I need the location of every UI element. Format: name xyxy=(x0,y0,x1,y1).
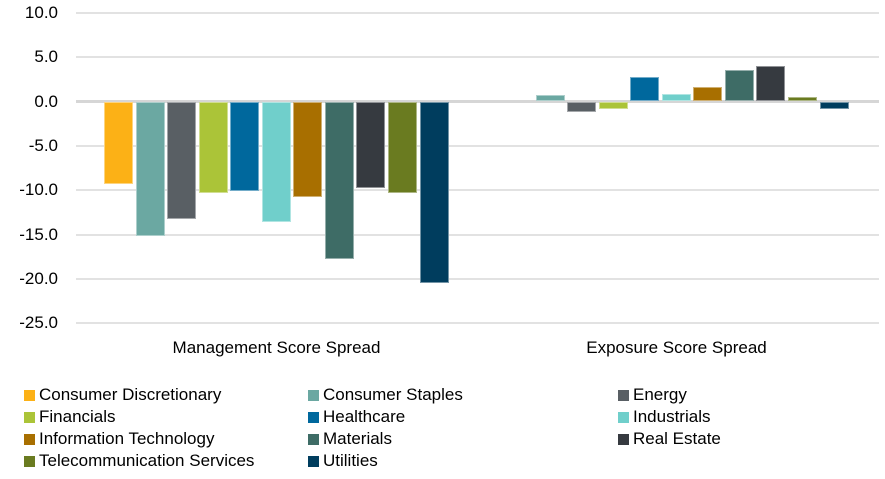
legend-item-financials: Financials xyxy=(24,407,308,427)
gridline xyxy=(76,144,879,147)
bar-healthcare xyxy=(630,76,660,102)
y-tick-label: -5.0 xyxy=(28,135,58,155)
legend-item-telecommunication-services: Telecommunication Services xyxy=(24,451,308,471)
category-label: Exposure Score Spread xyxy=(586,338,767,357)
legend-marker xyxy=(308,389,319,401)
legend-label: Industrials xyxy=(633,407,711,426)
y-tick-label: 10.0 xyxy=(24,2,58,22)
legend-item-utilities: Utilities xyxy=(308,451,618,471)
bar-financials xyxy=(198,101,228,193)
bar-industrials xyxy=(661,94,691,102)
legend-marker xyxy=(308,455,319,467)
y-tick-label: -20.0 xyxy=(19,269,58,289)
bar-telecommunication-services xyxy=(387,101,417,193)
gridline xyxy=(76,189,879,192)
bar-healthcare xyxy=(230,101,260,192)
legend-item-consumer-discretionary: Consumer Discretionary xyxy=(24,385,308,405)
legend-item-energy: Energy xyxy=(618,385,880,405)
legend-item-information-technology: Information Technology xyxy=(24,429,308,449)
zero-axis-line xyxy=(76,100,879,103)
bar-real-estate xyxy=(756,65,786,102)
bar-materials xyxy=(724,69,754,102)
legend: Consumer Discretionary Consumer Staples En… xyxy=(24,384,880,472)
legend-label: Materials xyxy=(323,429,392,448)
legend-marker xyxy=(24,389,35,401)
legend-item-materials: Materials xyxy=(308,429,618,449)
legend-label: Utilities xyxy=(323,451,378,470)
bar-consumer-staples xyxy=(535,95,565,102)
bar-information-technology xyxy=(693,87,723,102)
legend-marker xyxy=(24,455,35,467)
bar-energy xyxy=(567,101,597,113)
bar-consumer-discretionary xyxy=(104,101,133,185)
y-tick-label: 5.0 xyxy=(34,47,58,67)
legend-marker xyxy=(618,411,629,423)
legend-label: Real Estate xyxy=(633,429,721,448)
gridline xyxy=(76,278,879,281)
y-tick-label: 0.0 xyxy=(34,91,58,111)
legend-label: Information Technology xyxy=(39,429,215,448)
bar-financials xyxy=(598,101,628,110)
legend-label: Healthcare xyxy=(323,407,406,426)
bar-telecommunication-services xyxy=(787,97,817,102)
legend-label: Consumer Discretionary xyxy=(39,385,222,404)
legend-item-real-estate: Real Estate xyxy=(618,429,880,449)
bar-utilities xyxy=(819,101,849,109)
bar-industrials xyxy=(261,101,291,223)
legend-label: Consumer Staples xyxy=(323,385,463,404)
legend-marker xyxy=(618,389,629,401)
y-tick-label: -10.0 xyxy=(19,180,58,200)
gridline xyxy=(76,233,879,236)
legend-marker xyxy=(24,433,35,445)
category-label: Management Score Spread xyxy=(172,338,381,357)
legend-marker xyxy=(308,411,319,423)
legend-label: Financials xyxy=(39,407,116,426)
gridline xyxy=(76,11,879,14)
legend-item-consumer-staples: Consumer Staples xyxy=(308,385,618,405)
legend-item-healthcare: Healthcare xyxy=(308,407,618,427)
legend-marker xyxy=(24,411,35,423)
legend-label: Energy xyxy=(633,385,687,404)
y-tick-label: -15.0 xyxy=(19,224,58,244)
legend-marker xyxy=(308,433,319,445)
y-tick-label: -25.0 xyxy=(19,313,58,333)
legend-marker xyxy=(618,433,629,445)
bar-energy xyxy=(167,101,197,219)
legend-label: Telecommunication Services xyxy=(39,451,255,470)
bar-utilities xyxy=(419,101,449,284)
gridline xyxy=(76,322,879,325)
bar-information-technology xyxy=(293,101,323,198)
bar-real-estate xyxy=(356,101,386,189)
gridline xyxy=(76,56,879,59)
legend-item-industrials: Industrials xyxy=(618,407,880,427)
bar-materials xyxy=(324,101,354,259)
bar-consumer-staples xyxy=(135,101,165,236)
